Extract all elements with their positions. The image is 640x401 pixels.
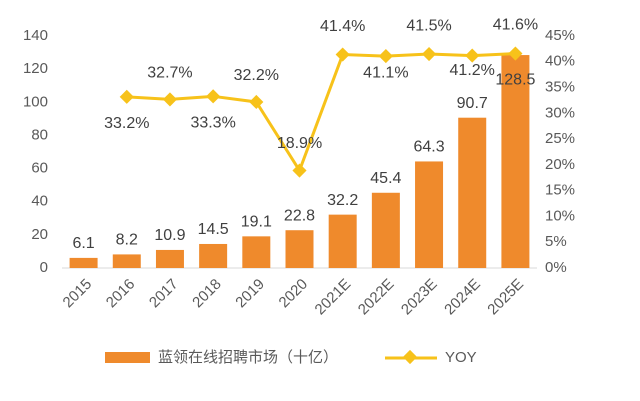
data-label: 32.7%	[147, 65, 192, 82]
data-label: 22.8	[284, 207, 315, 224]
data-label: 18.9%	[277, 135, 322, 152]
line-marker	[421, 46, 437, 62]
y-tick-label: 120	[23, 60, 48, 77]
data-label: 33.2%	[104, 115, 149, 132]
y-tick-label: 0	[40, 259, 48, 276]
data-label: 6.1	[72, 235, 94, 252]
data-label: 19.1	[241, 214, 272, 231]
x-tick-label: 2021E	[312, 276, 355, 319]
data-label: 45.4	[370, 170, 401, 187]
data-label: 41.1%	[363, 64, 408, 81]
x-tick-label: 2023E	[398, 276, 441, 319]
y2-tick-label: 15%	[545, 182, 575, 199]
data-label: 128.5	[495, 71, 535, 88]
x-tick-label: 2020	[276, 276, 312, 312]
data-label: 32.2%	[234, 67, 279, 84]
line-marker	[119, 89, 134, 104]
bar	[501, 55, 530, 268]
data-label: 64.3	[413, 139, 444, 156]
data-label: 41.2%	[450, 62, 495, 79]
bar	[69, 257, 98, 268]
x-tick-label: 2019	[232, 276, 268, 312]
y-tick-label: 80	[31, 126, 48, 143]
y2-tick-label: 20%	[545, 156, 575, 173]
y2-tick-label: 10%	[545, 207, 575, 224]
line-marker	[292, 163, 307, 178]
y-tick-label: 40	[31, 193, 48, 210]
bar	[285, 230, 314, 268]
y-tick-label: 100	[23, 93, 48, 110]
y2-tick-label: 0%	[545, 259, 567, 276]
bar	[415, 161, 444, 268]
data-label: 41.6%	[493, 17, 538, 34]
legend-bar-swatch	[105, 352, 150, 363]
line-marker	[378, 49, 393, 64]
legend-marker	[402, 349, 418, 365]
line	[126, 52, 516, 174]
bar	[371, 192, 400, 268]
y2-tick-label: 45%	[545, 27, 575, 44]
data-label: 33.3%	[190, 115, 235, 132]
line-marker	[249, 94, 264, 110]
x-tick-label: 2015	[60, 276, 96, 312]
x-tick-label: 2017	[146, 276, 182, 312]
data-label: 41.5%	[406, 17, 451, 34]
bar	[199, 243, 228, 268]
y2-tick-label: 40%	[545, 53, 575, 70]
data-label: 90.7	[457, 95, 488, 112]
x-tick-label: 2018	[189, 276, 225, 312]
line-marker	[206, 89, 221, 104]
data-label: 10.9	[154, 227, 185, 244]
y-tick-label: 140	[23, 27, 48, 44]
x-tick-label: 2025E	[484, 276, 527, 319]
data-label: 32.2	[327, 192, 358, 209]
x-tick-label: 2024E	[441, 276, 484, 319]
line-marker	[465, 48, 480, 63]
bar	[112, 254, 141, 268]
data-label: 41.4%	[320, 18, 365, 35]
bar	[328, 214, 357, 268]
y2-tick-label: 5%	[545, 233, 567, 250]
line-marker	[335, 47, 350, 62]
y-tick-label: 60	[31, 160, 48, 177]
line-marker	[162, 92, 178, 107]
data-label: 14.5	[198, 221, 229, 238]
y2-tick-label: 35%	[545, 79, 575, 96]
legend-label: 蓝领在线招聘市场（十亿）	[158, 349, 338, 366]
data-label: 8.2	[116, 232, 138, 249]
legend-label: YOY	[445, 349, 477, 366]
x-tick-label: 2022E	[355, 276, 398, 319]
bar	[458, 117, 487, 268]
y2-tick-label: 25%	[545, 130, 575, 147]
y-tick-label: 20	[31, 226, 48, 243]
y2-tick-label: 30%	[545, 104, 575, 121]
bar	[155, 249, 184, 268]
x-tick-label: 2016	[103, 276, 139, 312]
bar	[242, 236, 271, 268]
